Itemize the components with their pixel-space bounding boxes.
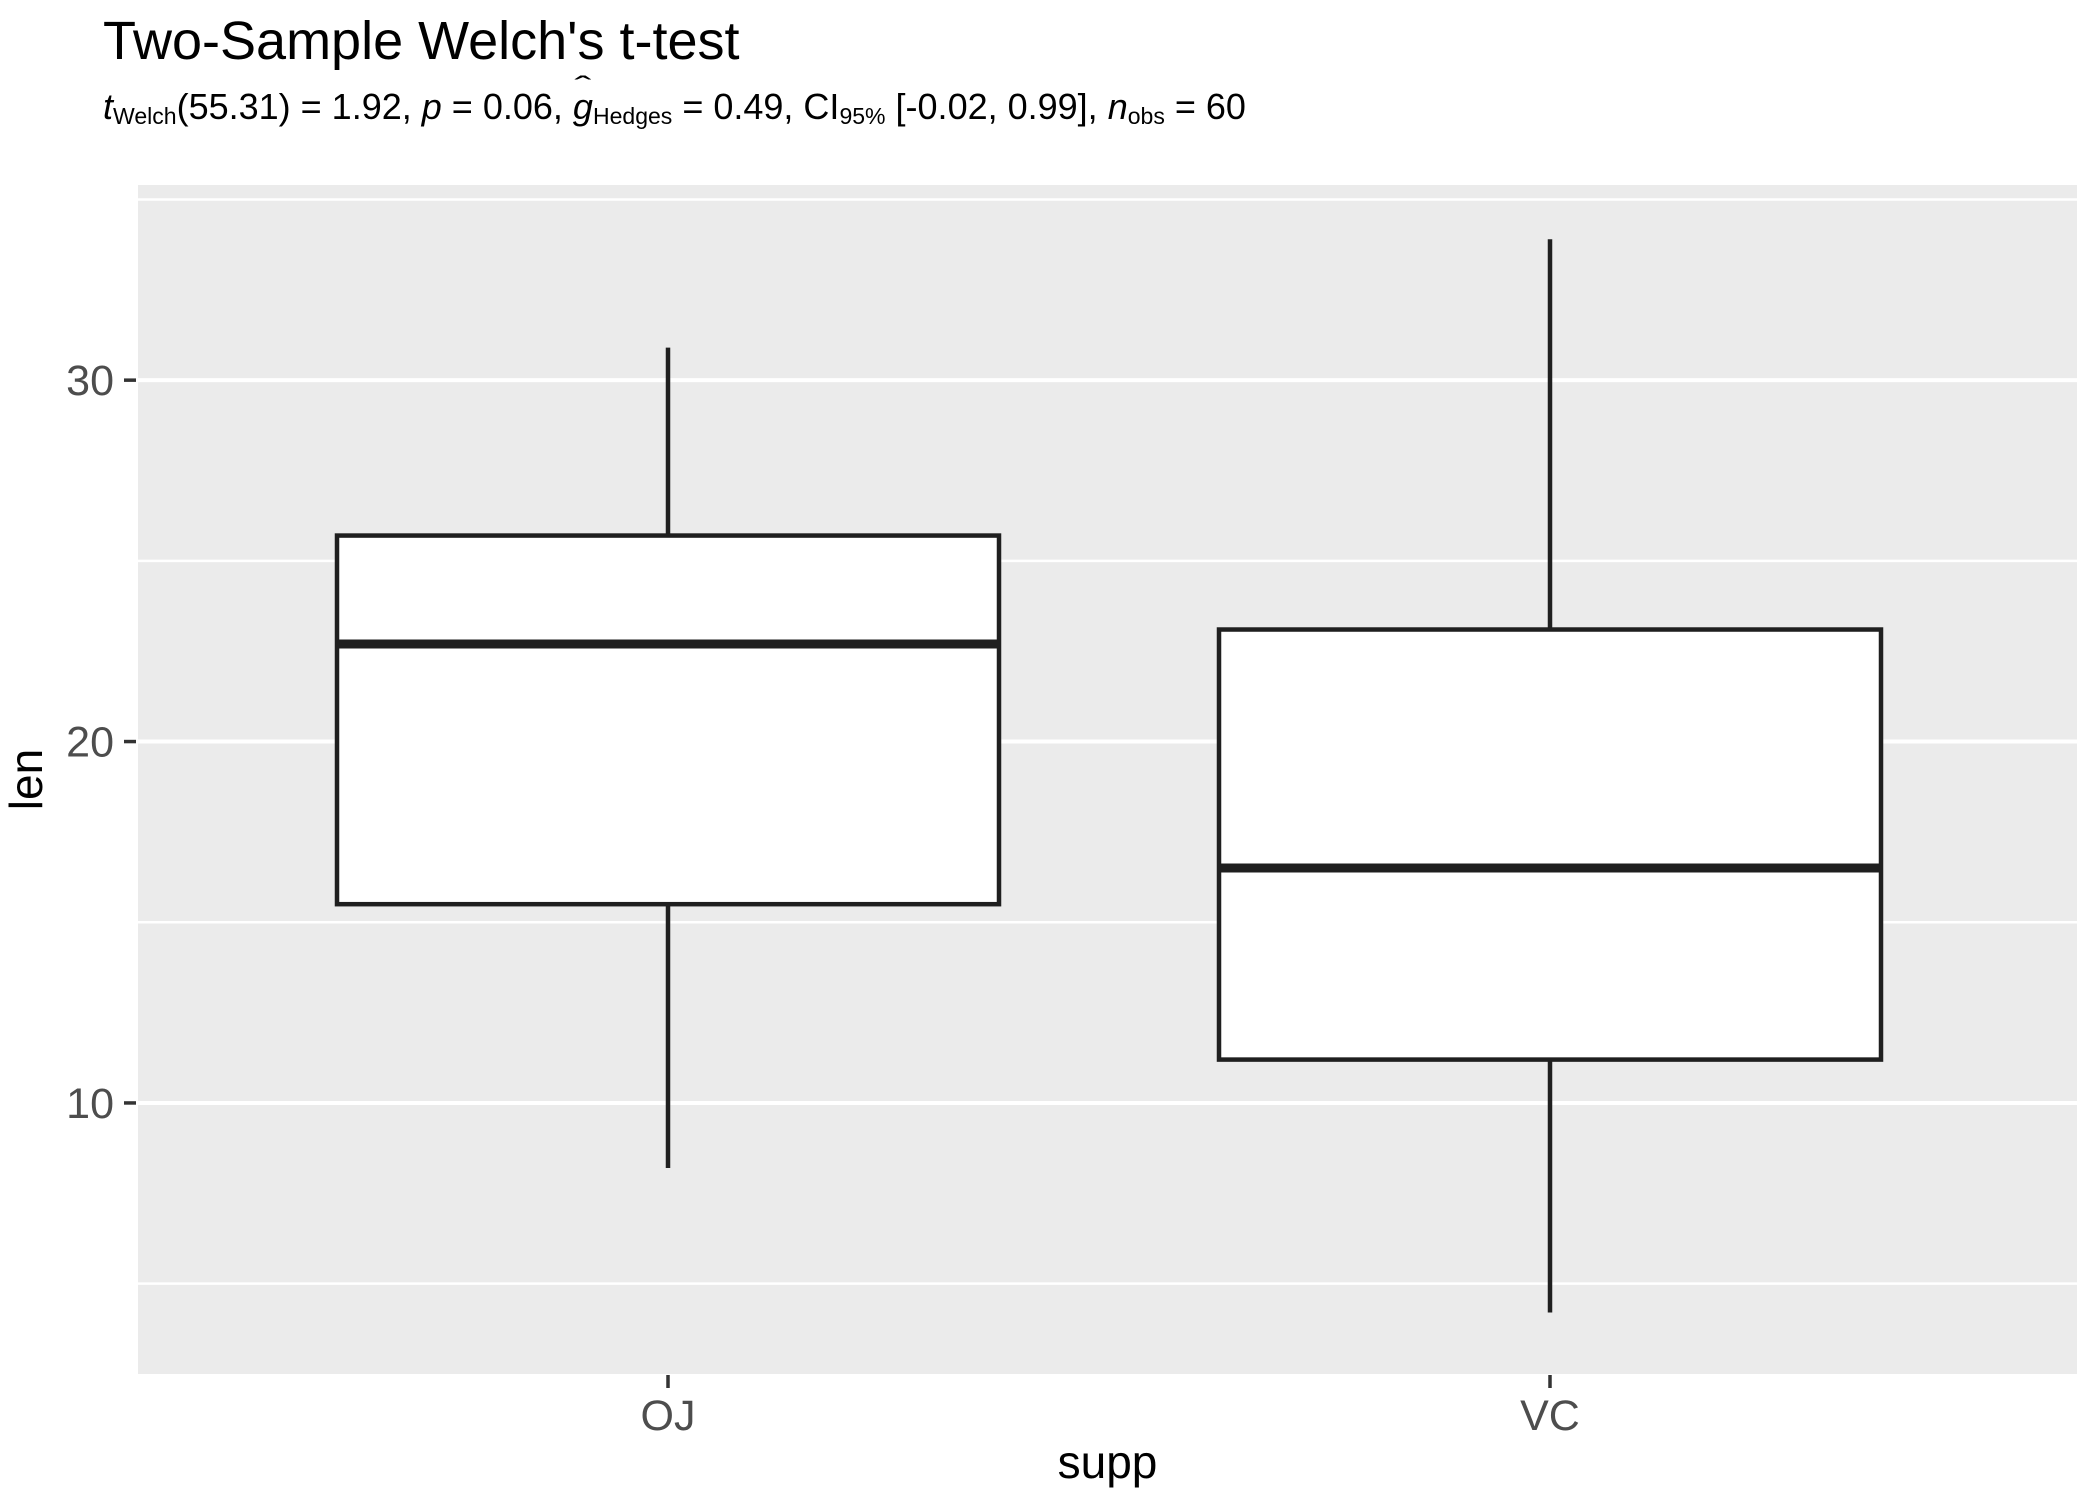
- y-tick-label-20: 20: [66, 719, 114, 767]
- stat-p-value: = 0.06,: [441, 86, 573, 127]
- plot-subtitle: tWelch(55.31) = 1.92, p = 0.06, ˆ gHedges…: [103, 71, 1246, 130]
- x-tick-label-OJ: OJ: [641, 1392, 696, 1440]
- hat-accent: ˆ: [574, 71, 592, 103]
- box-VC: [1216, 627, 1884, 1062]
- x-axis-title: supp: [1058, 1436, 1158, 1488]
- stat-ci-value: [-0.02, 0.99],: [885, 86, 1108, 127]
- plot-title: Two-Sample Welch's t-test: [103, 11, 740, 71]
- stat-g-subscript: Hedges: [592, 103, 673, 130]
- stat-t-symbol: t: [103, 86, 114, 127]
- box-OJ: [334, 533, 1002, 907]
- stat-g-value: = 0.49, CI: [672, 86, 840, 127]
- stat-ci-subscript: 95%: [839, 103, 886, 130]
- stat-t-value: (55.31) = 1.92,: [176, 86, 422, 127]
- stat-t-subscript: Welch: [113, 103, 177, 130]
- y-axis-title: len: [0, 749, 52, 810]
- stat-n-subscript: obs: [1127, 103, 1165, 130]
- x-tick-label-VC: VC: [1520, 1392, 1580, 1440]
- stat-n-value: = 60: [1164, 86, 1246, 127]
- stat-p-symbol: p: [421, 86, 442, 127]
- stat-n-symbol: n: [1107, 86, 1128, 127]
- y-tick-label-10: 10: [66, 1080, 114, 1128]
- y-tick-label-30: 30: [66, 357, 114, 405]
